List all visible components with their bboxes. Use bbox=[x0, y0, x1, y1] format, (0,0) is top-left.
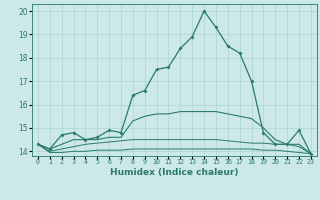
X-axis label: Humidex (Indice chaleur): Humidex (Indice chaleur) bbox=[110, 168, 239, 177]
